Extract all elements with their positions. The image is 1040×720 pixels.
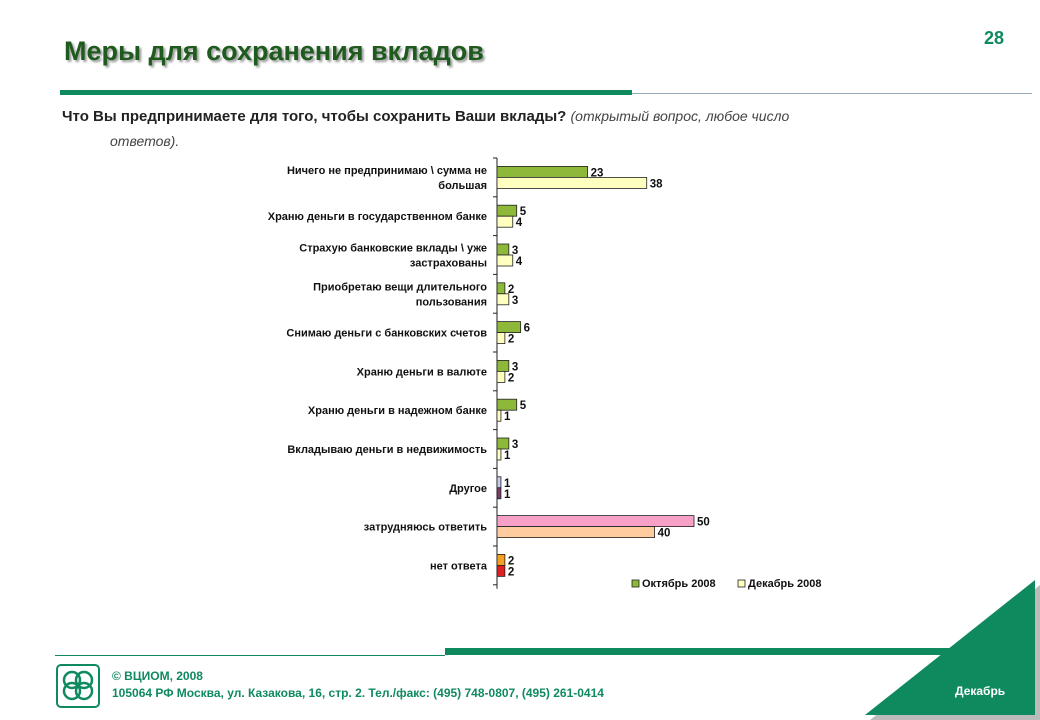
bar-december (496, 176, 648, 189)
bar-october (496, 359, 510, 372)
bar-december (496, 565, 506, 577)
question-main: Что Вы предпринимаете для того, чтобы со… (62, 108, 567, 125)
bar-october (496, 515, 695, 527)
bar-december (496, 448, 502, 461)
data-label: 23 (591, 167, 604, 179)
data-label: 2 (508, 284, 514, 296)
copyright: © ВЦИОМ, 2008 (112, 669, 203, 683)
question-note: открытый вопрос, любое число (575, 108, 790, 124)
question-note-line2: ответов). (110, 133, 180, 149)
data-label: 4 (516, 217, 523, 229)
bar-october (496, 398, 518, 411)
data-label: 38 (650, 178, 663, 190)
category-label: Храню деньги в государственном банке (268, 211, 487, 223)
footer-bar (445, 648, 1005, 655)
vciom-logo (56, 664, 100, 708)
bar-december (496, 254, 514, 267)
category-label: Другое (449, 483, 487, 495)
category-label: Снимаю деньги с банковских счетов (286, 328, 487, 340)
category-label: пользования (416, 296, 487, 308)
category-label: Храню деньги в валюте (357, 366, 487, 378)
slide-title: Меры для сохранения вкладов (64, 36, 484, 66)
data-label: 1 (504, 489, 511, 501)
bar-october (496, 165, 589, 178)
data-label: 40 (658, 528, 671, 540)
bar-december (496, 293, 510, 306)
bar-october (496, 321, 522, 334)
bar-october (496, 204, 518, 217)
bar-october (496, 437, 510, 450)
corner-triangle (865, 580, 1035, 715)
legend-swatch (631, 579, 640, 588)
data-label: 2 (508, 334, 514, 346)
bar-october (496, 476, 502, 489)
data-label: 3 (512, 361, 518, 373)
category-label: Страхую банковские вклады \ уже (299, 243, 487, 255)
legend-label: Октябрь 2008 (642, 578, 716, 590)
category-label: нет ответа (430, 560, 488, 572)
data-label: 1 (504, 411, 511, 423)
category-label: Ничего не предпринимаю \ сумма не (287, 165, 487, 177)
footer-divider (55, 655, 445, 656)
data-label: 5 (520, 206, 527, 218)
bar-december (496, 215, 514, 228)
data-label: 4 (516, 256, 523, 268)
bar-december (496, 370, 506, 383)
address: 105064 РФ Москва, ул. Казакова, 16, стр.… (112, 686, 604, 700)
title-divider (60, 90, 632, 95)
data-label: 2 (508, 566, 514, 578)
data-label: 6 (524, 323, 530, 335)
category-label: застрахованы (410, 258, 487, 270)
bar-december (496, 332, 506, 345)
data-label: 5 (520, 400, 527, 412)
question-note-paren: ( (570, 108, 576, 124)
bar-december (496, 487, 502, 500)
category-label: затрудняюсь ответить (364, 522, 487, 534)
data-label: 3 (512, 245, 518, 257)
data-label: 50 (697, 517, 710, 529)
data-label: 3 (512, 439, 518, 451)
legend-swatch (737, 579, 746, 588)
data-label: 2 (508, 372, 514, 384)
category-label: Приобретаю вещи длительного (313, 281, 487, 293)
bar-october (496, 282, 506, 295)
bar-december (496, 409, 502, 422)
page-number: 28 (984, 28, 1005, 48)
bar-october (496, 243, 510, 256)
legend-label: Декабрь 2008 (748, 578, 822, 590)
title-divider-thin (632, 93, 1032, 94)
data-label: 1 (504, 450, 511, 462)
data-label: 3 (512, 295, 518, 307)
data-label: 2 (508, 555, 514, 567)
footer-month: Декабрь (955, 684, 1006, 698)
category-label: Вкладываю деньги в недвижимость (287, 444, 487, 456)
question-text: Что Вы предпринимаете для того, чтобы со… (62, 104, 962, 153)
logo-icon (62, 670, 94, 701)
category-label: большая (438, 180, 487, 192)
data-label: 1 (504, 478, 511, 490)
bar-december (496, 526, 656, 538)
bar-october (496, 554, 506, 566)
footer-text: © ВЦИОМ, 2008 105064 РФ Москва, ул. Каза… (112, 668, 604, 702)
category-label: Храню деньги в надежном банке (308, 405, 487, 417)
